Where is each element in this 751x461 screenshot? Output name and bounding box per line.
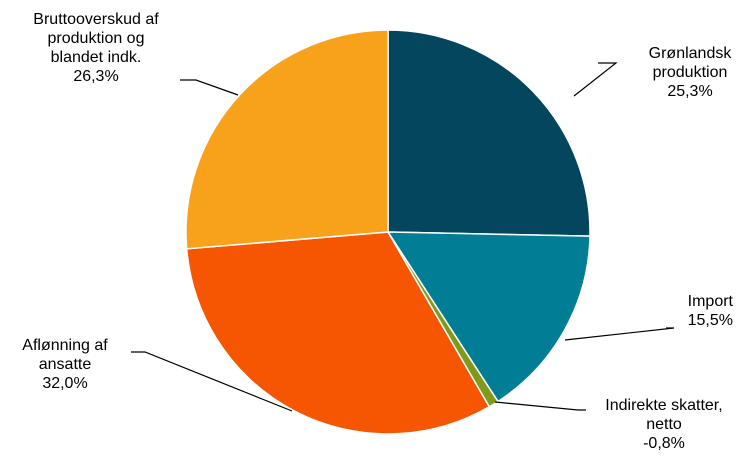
pie-slice-0 bbox=[387, 29, 591, 237]
slice-value-label: 25,3% bbox=[667, 83, 712, 100]
slice-category-label: produktion og bbox=[48, 30, 145, 47]
slice-label-4: Bruttooverskud af produktion og blandet in… bbox=[33, 11, 159, 85]
slice-value-label: -0,8% bbox=[643, 435, 685, 452]
slice-category-label: blandet indk. bbox=[51, 49, 142, 66]
slice-category-label: netto bbox=[646, 416, 682, 433]
slice-category-label: Indirekte skatter, bbox=[605, 397, 722, 414]
slice-category-label: Aflønning af bbox=[22, 337, 108, 354]
slice-value-label: 26,3% bbox=[73, 68, 118, 85]
pie-slices bbox=[185, 29, 591, 435]
slice-label-3: Aflønning af ansatte 32,0% bbox=[22, 337, 108, 392]
pie-slice-1 bbox=[387, 231, 591, 403]
slice-labels: Grønlandsk produktion 25,3% Import 15,5% Indi… bbox=[22, 11, 733, 452]
slice-category-label: produktion bbox=[653, 64, 728, 81]
slice-value-label: 32,0% bbox=[42, 375, 87, 392]
slice-category-label: ansatte bbox=[39, 356, 92, 373]
slice-category-label: Bruttooverskud af bbox=[33, 11, 159, 28]
slice-value-label: 15,5% bbox=[688, 312, 733, 329]
pie-slice-3 bbox=[185, 231, 491, 435]
leader-lines bbox=[131, 62, 675, 412]
slice-label-1: Import 15,5% bbox=[688, 293, 734, 329]
slice-category-label: Import bbox=[688, 293, 734, 310]
leader-line-0 bbox=[573, 62, 618, 97]
leader-line-3 bbox=[131, 351, 293, 412]
slice-label-2: Indirekte skatter, netto -0,8% bbox=[605, 397, 722, 452]
slice-label-0: Grønlandsk produktion 25,3% bbox=[649, 45, 733, 100]
pie-slice-4 bbox=[185, 29, 389, 250]
leader-line-4 bbox=[180, 79, 239, 96]
leader-line-1 bbox=[564, 327, 675, 341]
slice-category-label: Grønlandsk bbox=[649, 45, 733, 62]
leader-line-2 bbox=[494, 401, 586, 411]
